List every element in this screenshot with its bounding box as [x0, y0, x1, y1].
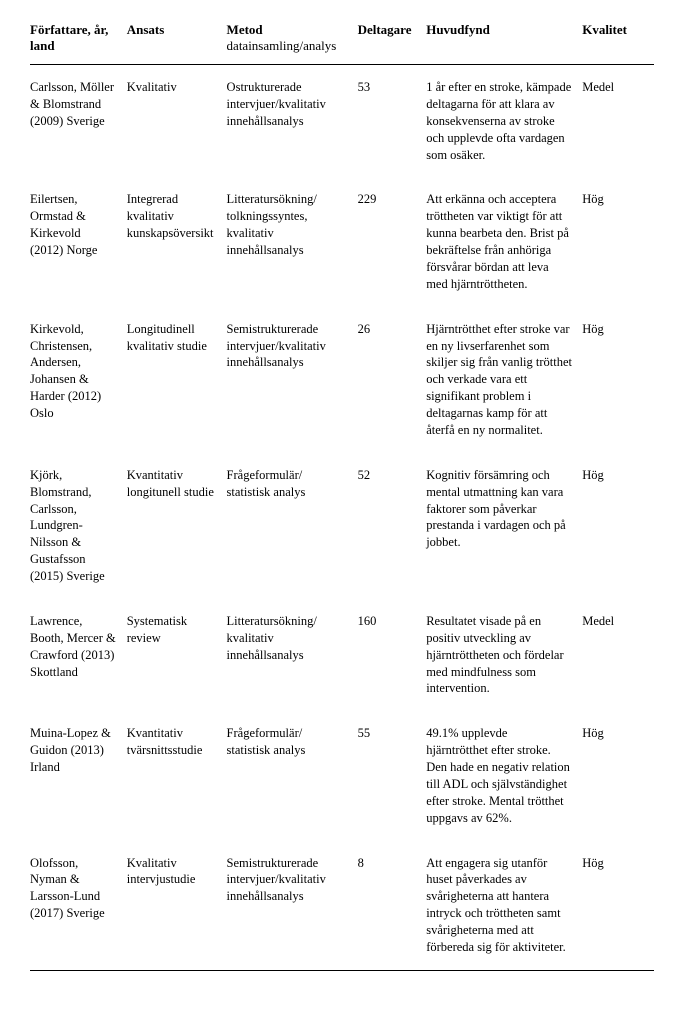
cell-deltagare: 53: [358, 65, 427, 177]
cell-ansats: Longitudinell kvalitativ studie: [127, 307, 227, 453]
cell-author: Kjörk, Blomstrand, Carlsson, Lundgren-Ni…: [30, 453, 127, 599]
cell-kvalitet: Medel: [582, 599, 654, 711]
cell-huvudfynd: Resultatet visade på en positiv utveckli…: [426, 599, 582, 711]
header-metod-main: Metod: [227, 22, 263, 37]
cell-kvalitet: Hög: [582, 453, 654, 599]
cell-deltagare: 52: [358, 453, 427, 599]
cell-kvalitet: Hög: [582, 307, 654, 453]
cell-huvudfynd: 1 år efter en stroke, kämpade deltagarna…: [426, 65, 582, 177]
table-row: Kjörk, Blomstrand, Carlsson, Lundgren-Ni…: [30, 453, 654, 599]
cell-ansats: Kvantitativ tvärsnittsstudie: [127, 711, 227, 840]
table-body: Carlsson, Möller & Blomstrand (2009) Sve…: [30, 65, 654, 971]
cell-author: Olofsson, Nyman & Larsson-Lund (2017) Sv…: [30, 841, 127, 970]
cell-author: Carlsson, Möller & Blomstrand (2009) Sve…: [30, 65, 127, 177]
header-metod-sub: datainsamling/analys: [227, 38, 352, 54]
cell-huvudfynd: Att engagera sig utanför huset påverkade…: [426, 841, 582, 970]
cell-author: Lawrence, Booth, Mercer & Crawford (2013…: [30, 599, 127, 711]
page: Författare, år, land Ansats Metod datain…: [0, 0, 684, 1029]
cell-kvalitet: Medel: [582, 65, 654, 177]
cell-huvudfynd: Att erkänna och acceptera tröttheten var…: [426, 177, 582, 306]
cell-huvudfynd: Hjärntrötthet efter stroke var en ny liv…: [426, 307, 582, 453]
cell-author: Kirkevold, Christensen, Andersen, Johans…: [30, 307, 127, 453]
table-row: Muina-Lopez & Guidon (2013) IrlandKvanti…: [30, 711, 654, 840]
table-header: Författare, år, land Ansats Metod datain…: [30, 18, 654, 65]
cell-deltagare: 55: [358, 711, 427, 840]
cell-ansats: Kvantitativ longitunell studie: [127, 453, 227, 599]
cell-metod: Litteratursökning/ kvalitativ innehållsa…: [227, 599, 358, 711]
header-ansats: Ansats: [127, 18, 227, 65]
cell-metod: Ostrukturerade intervjuer/kvalitativ inn…: [227, 65, 358, 177]
header-deltagare: Deltagare: [358, 18, 427, 65]
cell-deltagare: 229: [358, 177, 427, 306]
table-row: Olofsson, Nyman & Larsson-Lund (2017) Sv…: [30, 841, 654, 970]
table-row: Eilertsen, Ormstad & Kirkevold (2012) No…: [30, 177, 654, 306]
header-huvudfynd: Huvudfynd: [426, 18, 582, 65]
table-row: Carlsson, Möller & Blomstrand (2009) Sve…: [30, 65, 654, 177]
cell-huvudfynd: 49.1% upplevde hjärntrötthet efter strok…: [426, 711, 582, 840]
cell-metod: Semistrukturerade intervjuer/kvalitativ …: [227, 841, 358, 970]
cell-kvalitet: Hög: [582, 177, 654, 306]
cell-kvalitet: Hög: [582, 841, 654, 970]
table-row: Lawrence, Booth, Mercer & Crawford (2013…: [30, 599, 654, 711]
cell-metod: Semistrukturerade intervjuer/kvalitativ …: [227, 307, 358, 453]
cell-metod: Litteratursökning/ tolkningssyntes, kval…: [227, 177, 358, 306]
cell-ansats: Integrerad kvalitativ kunskapsöversikt: [127, 177, 227, 306]
header-metod: Metod datainsamling/analys: [227, 18, 358, 65]
cell-ansats: Kvalitativ intervjustudie: [127, 841, 227, 970]
cell-deltagare: 160: [358, 599, 427, 711]
cell-huvudfynd: Kognitiv försämring och mental utmattnin…: [426, 453, 582, 599]
cell-ansats: Kvalitativ: [127, 65, 227, 177]
cell-author: Eilertsen, Ormstad & Kirkevold (2012) No…: [30, 177, 127, 306]
cell-kvalitet: Hög: [582, 711, 654, 840]
cell-ansats: Systematisk review: [127, 599, 227, 711]
studies-table: Författare, år, land Ansats Metod datain…: [30, 18, 654, 971]
cell-deltagare: 8: [358, 841, 427, 970]
cell-metod: Frågeformulär/ statistisk analys: [227, 453, 358, 599]
header-author: Författare, år, land: [30, 18, 127, 65]
header-kvalitet: Kvalitet: [582, 18, 654, 65]
table-row: Kirkevold, Christensen, Andersen, Johans…: [30, 307, 654, 453]
cell-author: Muina-Lopez & Guidon (2013) Irland: [30, 711, 127, 840]
cell-metod: Frågeformulär/ statistisk analys: [227, 711, 358, 840]
cell-deltagare: 26: [358, 307, 427, 453]
